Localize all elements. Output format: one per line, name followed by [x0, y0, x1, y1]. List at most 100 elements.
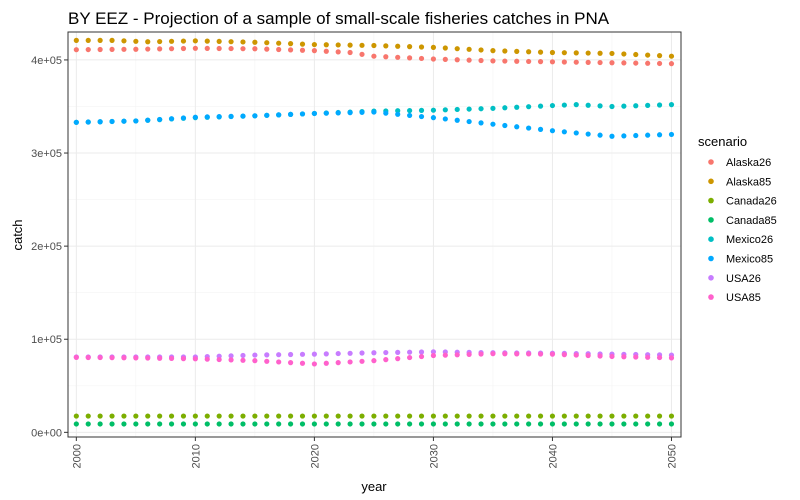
data-point	[430, 421, 437, 427]
data-point	[549, 49, 556, 56]
data-point	[299, 111, 306, 117]
data-point	[573, 50, 579, 56]
data-point	[359, 109, 365, 115]
y-tick-label: 4e+05	[31, 55, 62, 67]
data-point	[145, 46, 151, 52]
data-point	[240, 352, 246, 359]
data-point	[85, 37, 91, 43]
data-point	[311, 48, 317, 54]
data-point	[240, 421, 246, 427]
data-point	[442, 352, 448, 358]
data-point	[621, 60, 627, 66]
data-point	[85, 354, 91, 361]
data-point	[490, 58, 496, 64]
data-point	[216, 421, 222, 427]
legend-key	[708, 236, 714, 242]
data-point	[395, 349, 401, 355]
data-point	[490, 48, 496, 54]
data-point	[418, 349, 425, 355]
data-point	[633, 103, 639, 109]
data-point	[430, 44, 437, 50]
data-point	[371, 413, 377, 419]
data-point	[478, 47, 484, 53]
data-point	[228, 413, 234, 419]
data-point	[204, 114, 210, 120]
data-point	[204, 356, 210, 362]
data-point	[145, 413, 151, 419]
data-point	[73, 119, 79, 125]
data-point	[121, 413, 127, 419]
data-point	[371, 42, 377, 49]
data-point	[276, 359, 282, 365]
data-point	[359, 421, 365, 427]
data-point	[609, 103, 615, 110]
data-point	[109, 421, 115, 427]
data-point	[133, 413, 139, 419]
x-tick-label: 2020	[309, 444, 321, 468]
data-point	[204, 413, 210, 419]
data-point	[347, 421, 353, 427]
data-point	[514, 124, 520, 130]
data-point	[585, 59, 591, 65]
data-point	[383, 413, 389, 419]
legend-key	[708, 197, 714, 204]
data-point	[514, 413, 520, 419]
data-point	[276, 413, 282, 419]
data-point	[442, 421, 448, 427]
data-point	[371, 53, 377, 59]
data-point	[645, 413, 651, 419]
data-point	[97, 421, 103, 427]
data-point	[478, 421, 484, 427]
data-point	[228, 39, 234, 45]
legend-key	[708, 275, 714, 281]
data-point	[109, 355, 115, 361]
data-point	[573, 130, 579, 136]
data-point	[395, 421, 401, 427]
data-point	[216, 356, 222, 363]
data-point	[549, 413, 556, 419]
data-point	[418, 44, 425, 50]
data-point	[561, 59, 567, 65]
data-point	[276, 421, 282, 427]
data-point	[228, 45, 234, 52]
data-point	[645, 421, 651, 427]
x-axis: 2000 2010 2020 2030 2040 2050	[71, 437, 678, 468]
data-point	[537, 49, 544, 55]
data-point	[85, 119, 91, 125]
data-point	[252, 421, 258, 427]
data-point	[645, 132, 651, 138]
data-point	[97, 354, 103, 361]
data-point	[109, 413, 115, 419]
data-point	[430, 413, 437, 419]
data-point	[73, 354, 79, 360]
data-point	[526, 125, 532, 131]
legend-title: scenario	[698, 134, 747, 149]
data-point	[145, 117, 151, 123]
data-point	[418, 413, 425, 419]
data-point	[73, 413, 79, 419]
data-point	[383, 54, 389, 60]
series-usa85	[73, 351, 675, 367]
data-point	[621, 354, 627, 360]
legend-label: Canada26	[726, 196, 777, 208]
data-point	[585, 131, 591, 137]
data-point	[609, 353, 615, 360]
data-point	[121, 118, 127, 124]
data-point	[597, 421, 603, 427]
data-point	[502, 105, 508, 111]
data-point	[442, 56, 448, 62]
data-point	[299, 47, 306, 53]
data-point	[561, 421, 567, 427]
data-point	[157, 38, 163, 45]
data-point	[537, 126, 544, 132]
data-point	[121, 355, 127, 361]
legend-key	[708, 178, 714, 185]
data-point	[490, 421, 496, 427]
data-point	[537, 351, 544, 357]
data-point	[157, 421, 163, 427]
y-tick-label: 0e+00	[31, 427, 62, 439]
series-alaska26	[73, 45, 675, 67]
data-point	[668, 421, 675, 427]
data-point	[133, 118, 139, 124]
